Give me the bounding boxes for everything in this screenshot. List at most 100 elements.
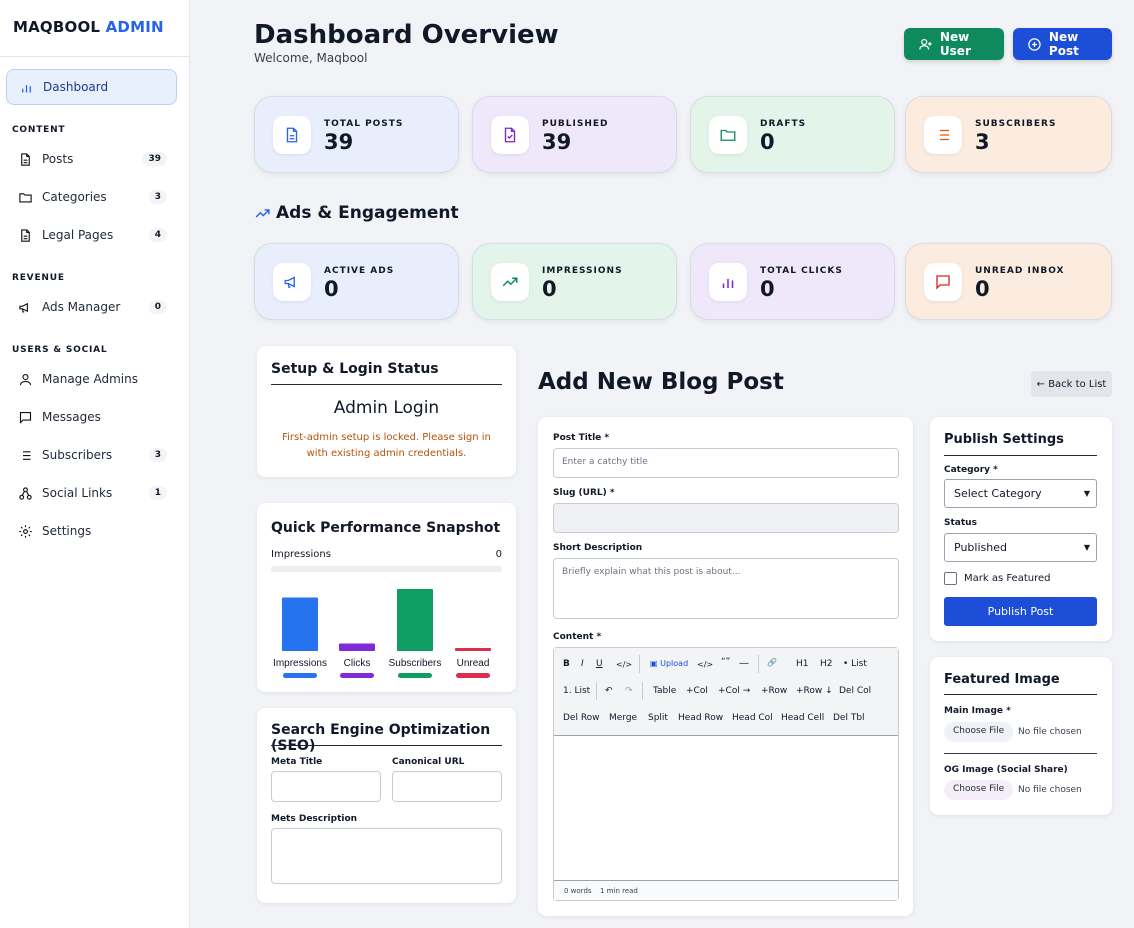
post-title-input[interactable]: Enter a catchy title (553, 448, 899, 478)
meta-description-textarea[interactable] (271, 828, 502, 884)
chevron-down-icon: ▼ (1083, 489, 1090, 498)
seo-panel: Search Engine Optimization (SEO) Meta Ti… (257, 708, 516, 903)
split-button[interactable]: Split (648, 713, 668, 723)
head-row-button[interactable]: Head Row (678, 713, 724, 723)
table-button[interactable]: Table (653, 686, 677, 696)
message-icon (924, 263, 962, 301)
new-post-button[interactable]: New Post (1013, 28, 1112, 60)
stat-card-published[interactable]: PUBLISHED 39 (472, 96, 677, 173)
code-block-button[interactable]: </> (697, 660, 714, 669)
og-image-choose-file-button[interactable]: Choose File (944, 780, 1014, 800)
h2-button[interactable]: H2 (820, 659, 833, 669)
del-tbl-button[interactable]: Del Tbl (833, 713, 865, 723)
canonical-url-input[interactable] (392, 771, 502, 802)
quote-button[interactable]: “” (721, 657, 731, 667)
meta-title-input[interactable] (271, 771, 381, 802)
bold-button[interactable]: B (563, 659, 570, 669)
add-col-right-button[interactable]: +Col → (718, 686, 751, 696)
bar-impressions (282, 597, 318, 651)
bar-chart-icon (22, 84, 31, 92)
login-message: First-admin setup is locked. Please sign… (282, 432, 491, 459)
stat-card-active-ads[interactable]: ACTIVE ADS 0 (254, 243, 459, 320)
stat-card-unread-inbox[interactable]: UNREAD INBOX 0 (905, 243, 1112, 320)
count-badge: 3 (148, 190, 167, 204)
short-description-textarea[interactable]: Briefly explain what this post is about.… (553, 558, 899, 619)
del-row-button[interactable]: Del Row (563, 713, 600, 723)
sidebar-item-messages[interactable]: Messages (6, 399, 177, 435)
del-col-button[interactable]: Del Col (839, 686, 872, 696)
meta-description-label: Mets Description (271, 814, 358, 824)
editor-title: Add New Blog Post (538, 369, 784, 395)
back-to-list-button[interactable]: ← Back to List (1031, 371, 1112, 397)
add-row-below-button[interactable]: +Row ↓ (796, 686, 833, 696)
section-users-social: USERS & SOCIAL (12, 345, 108, 355)
head-col-button[interactable]: Head Col (732, 713, 773, 723)
sidebar-item-subscribers[interactable]: Subscribers 3 (6, 437, 177, 473)
tick-label: Unread (457, 658, 490, 669)
underline-button[interactable]: U (596, 659, 603, 669)
category-label: Category * (944, 465, 998, 475)
featured-checkbox[interactable] (944, 572, 957, 585)
rich-text-editor: B I U </> ▣ Upload </> “” — 🔗 H1 H2 • Li… (553, 647, 899, 901)
main-image-label: Main Image * (944, 706, 1011, 716)
panel-title: Quick Performance Snapshot (271, 520, 501, 536)
post-form-panel: Post Title * Enter a catchy title Slug (… (538, 417, 913, 916)
divider (639, 655, 640, 673)
performance-bar-chart: Impressions Clicks Subscribers Unread (273, 589, 491, 678)
numbered-list-button[interactable]: 1. List (563, 686, 591, 696)
brand-logo[interactable]: MAQBOOL ADMIN (13, 18, 164, 36)
undo-button[interactable]: ↶ (605, 686, 613, 696)
inline-code-button[interactable]: </> (616, 660, 633, 669)
gear-icon (19, 524, 32, 538)
og-image-file-status: No file chosen (1018, 785, 1082, 795)
short-description-label: Short Description (553, 543, 643, 553)
sidebar-item-ads-manager[interactable]: Ads Manager 0 (6, 289, 177, 325)
count-badge: 39 (142, 152, 167, 166)
link-icon[interactable]: 🔗 (767, 658, 777, 667)
sidebar-item-settings[interactable]: Settings (6, 513, 177, 549)
file-check-icon (491, 116, 529, 154)
sidebar-item-categories[interactable]: Categories 3 (6, 179, 177, 215)
merge-button[interactable]: Merge (609, 713, 638, 723)
main-image-file-status: No file chosen (1018, 727, 1082, 737)
divider (271, 384, 502, 385)
category-select[interactable]: Select Category ▼ (944, 479, 1097, 508)
stat-card-total-clicks[interactable]: TOTAL CLICKS 0 (690, 243, 895, 320)
message-icon (19, 411, 32, 424)
h1-button[interactable]: H1 (796, 659, 809, 669)
count-badge: 3 (148, 448, 167, 462)
panel-title: Publish Settings (944, 432, 1064, 447)
new-user-button[interactable]: New User (904, 28, 1004, 60)
upload-image-button[interactable]: ▣ Upload (650, 659, 689, 668)
status-select[interactable]: Published ▼ (944, 533, 1097, 562)
section-content: CONTENT (12, 125, 66, 135)
stat-card-total-posts[interactable]: TOTAL POSTS 39 (254, 96, 459, 173)
add-col-button[interactable]: +Col (686, 686, 708, 696)
italic-button[interactable]: I (581, 659, 584, 669)
stat-card-impressions[interactable]: IMPRESSIONS 0 (472, 243, 677, 320)
featured-label: Mark as Featured (964, 573, 1051, 584)
head-cell-button[interactable]: Head Cell (781, 713, 825, 723)
sidebar-item-manage-admins[interactable]: Manage Admins (6, 361, 177, 397)
featured-image-panel: Featured Image Main Image * Choose File … (930, 657, 1112, 815)
panel-title: Search Engine Optimization (SEO) (271, 722, 491, 754)
trending-up-icon (255, 208, 270, 218)
sidebar-item-posts[interactable]: Posts 39 (6, 141, 177, 177)
slug-input[interactable] (553, 503, 899, 533)
sidebar-item-social-links[interactable]: Social Links 1 (6, 475, 177, 511)
editor-content-area[interactable] (554, 737, 898, 880)
user-add-icon (919, 38, 932, 50)
sidebar-item-legal-pages[interactable]: Legal Pages 4 (6, 217, 177, 253)
horizontal-rule-button[interactable]: — (739, 658, 749, 669)
panel-title: Setup & Login Status (271, 361, 439, 377)
add-row-button[interactable]: +Row (761, 686, 788, 696)
sidebar-item-dashboard[interactable]: Dashboard (6, 69, 177, 105)
metric-value: 0 (495, 549, 502, 560)
stat-card-drafts[interactable]: DRAFTS 0 (690, 96, 895, 173)
publish-post-button[interactable]: Publish Post (944, 597, 1097, 626)
stat-card-subscribers[interactable]: SUBSCRIBERS 3 (905, 96, 1112, 173)
redo-button[interactable]: ↷ (625, 686, 633, 696)
main-image-choose-file-button[interactable]: Choose File (944, 722, 1014, 742)
bullet-list-button[interactable]: • List (843, 659, 867, 669)
user-icon (19, 373, 32, 385)
